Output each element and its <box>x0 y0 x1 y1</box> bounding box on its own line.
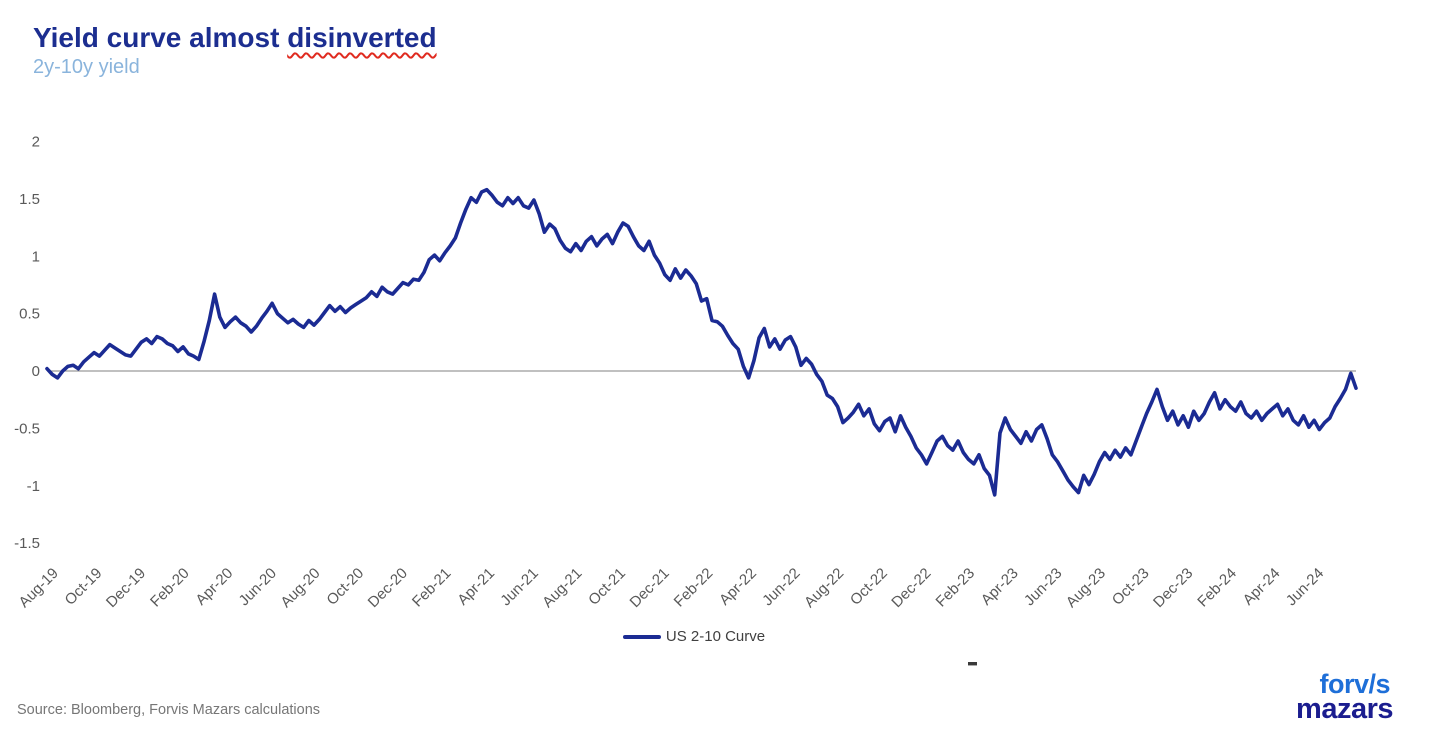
x-axis-tick-label: Jun-20 <box>236 565 280 609</box>
y-axis-tick-label: -1.5 <box>14 535 40 552</box>
x-axis-tick-label: Apr-24 <box>1240 565 1284 609</box>
x-axis-tick-label: Oct-19 <box>62 565 106 609</box>
x-axis-tick-label: Jun-21 <box>497 565 541 609</box>
x-axis-tick-label: Feb-21 <box>409 565 455 611</box>
x-axis-tick-label: Oct-20 <box>323 565 367 609</box>
x-axis-tick-label: Apr-23 <box>978 565 1022 609</box>
y-axis-tick-label: 2 <box>32 134 40 151</box>
x-axis-tick-label: Jun-23 <box>1021 565 1065 609</box>
y-axis-tick-label: 0 <box>32 363 40 380</box>
x-axis-tick-label: Apr-21 <box>454 565 498 609</box>
x-axis-tick-label: Feb-24 <box>1194 565 1240 611</box>
x-axis-tick-label: Oct-23 <box>1109 565 1153 609</box>
x-axis-tick-label: Oct-21 <box>585 565 629 609</box>
x-axis-tick-label: Feb-22 <box>671 565 717 611</box>
page-subtitle: 2y-10y yield <box>33 56 140 78</box>
logo-wordmark-forvis: forv/s <box>1319 669 1390 699</box>
x-axis-tick-label: Feb-23 <box>932 565 978 611</box>
x-axis-tick-label: Oct-22 <box>847 565 891 609</box>
y-axis-tick-label: -1 <box>27 478 40 495</box>
chart-legend: US 2-10 Curve <box>0 628 1388 645</box>
x-axis-tick-label: Aug-22 <box>801 565 847 611</box>
y-axis-tick-label: 1.5 <box>19 191 40 208</box>
page-title-text: Yield curve almost <box>33 22 288 53</box>
y-axis-tick-label: 0.5 <box>19 306 40 323</box>
y-axis-tick-label: 1 <box>32 248 40 265</box>
legend-series-label: US 2-10 Curve <box>665 628 766 645</box>
x-axis-tick-label: Aug-21 <box>539 565 585 611</box>
x-axis-tick-label: Dec-20 <box>365 565 411 611</box>
x-axis-tick-label: Dec-21 <box>627 565 673 611</box>
x-axis-tick-label: Dec-23 <box>1150 565 1196 611</box>
x-axis-tick-label: Aug-19 <box>16 565 62 611</box>
x-axis-tick-label: Jun-24 <box>1283 565 1327 609</box>
x-axis-tick-label: Dec-22 <box>888 565 934 611</box>
x-axis-tick-label: Feb-20 <box>147 565 193 611</box>
yield-curve-line <box>45 187 1358 497</box>
x-axis-tick-label: Dec-19 <box>103 565 149 611</box>
page-title-flagged-word: disinverted <box>287 22 437 53</box>
x-axis-tick-label: Apr-20 <box>192 565 236 609</box>
source-note: Source: Bloomberg, Forvis Mazars calcula… <box>17 702 321 718</box>
x-axis-tick-label: Apr-22 <box>716 565 760 609</box>
stray-dash-mark <box>968 662 977 666</box>
y-axis-tick-label: -0.5 <box>14 420 40 437</box>
x-axis-tick-label: Aug-20 <box>277 565 323 611</box>
x-axis-tick-label: Jun-22 <box>759 565 803 609</box>
x-axis-tick-label: Aug-23 <box>1063 565 1109 611</box>
legend-line-swatch <box>622 634 661 639</box>
page-title: Yield curve almost disinverted <box>33 22 437 54</box>
logo-wordmark-mazars: mazars <box>1296 693 1393 725</box>
forvis-mazars-logo: forv/s mazars <box>1296 671 1393 724</box>
